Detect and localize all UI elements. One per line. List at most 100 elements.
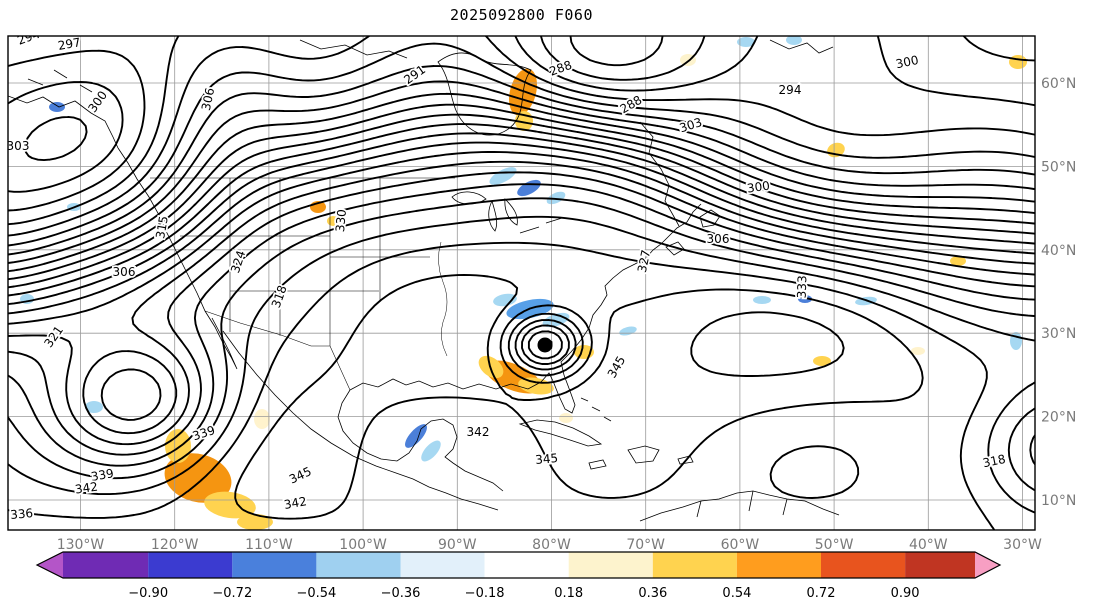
colorbar-tick-label: −0.18	[465, 586, 505, 601]
contour-label: 339	[191, 423, 217, 443]
contour-label: 300	[895, 53, 920, 71]
contour-label: 330	[333, 209, 349, 233]
colorbar-segment	[568, 552, 653, 578]
anomaly-patch	[421, 440, 441, 462]
anomaly-patch	[786, 36, 802, 45]
contour-level-327	[8, 160, 1035, 446]
lon-tick-label: 120°W	[151, 537, 199, 553]
colorbar-segment	[905, 552, 975, 578]
anomaly-patch	[405, 424, 427, 448]
lat-tick-label: 60°N	[1041, 76, 1076, 92]
colorbar-segment	[316, 552, 401, 578]
contour-label: 303	[678, 115, 704, 135]
contour-label: 333	[795, 275, 810, 298]
contour-label: 306	[199, 87, 217, 112]
anomaly-patch	[813, 356, 831, 366]
anomaly-patch	[254, 409, 270, 429]
lon-tick-label: 30°W	[1003, 537, 1042, 553]
colorbar-tick-label: −0.72	[212, 586, 252, 601]
contour-level-282	[24, 115, 88, 162]
coastline	[518, 397, 694, 470]
contour-label: 345	[535, 451, 559, 467]
colorbar-segment	[821, 552, 906, 578]
anomaly-patch	[85, 401, 103, 413]
anomaly-patch	[204, 491, 256, 519]
colorbar-tick-label: 0.54	[722, 586, 751, 601]
colorbar-tick-label: 0.18	[554, 586, 583, 601]
lat-tick-label: 30°N	[1041, 326, 1076, 342]
graticule	[8, 36, 1035, 530]
lat-tick-label: 20°N	[1041, 410, 1076, 426]
contour-level-294	[8, 36, 1035, 237]
lon-tick-label: 110°W	[245, 537, 293, 553]
contour-level-297	[8, 42, 1035, 247]
anomaly-patch	[911, 347, 925, 355]
contour-level-303	[8, 80, 1035, 264]
anomaly-patch	[237, 514, 273, 530]
contour-label: 342	[283, 494, 308, 512]
colorbar-extend-left	[37, 552, 63, 578]
colorbar-tick-label: 0.90	[891, 586, 920, 601]
contour-label: 297	[57, 35, 82, 53]
colorbar: −0.90 −0.72 −0.54 −0.36 −0.18 0.18 0.36 0.54 0.7…	[35, 551, 1002, 601]
colorbar-segment	[736, 552, 821, 578]
state-borders	[150, 177, 455, 391]
height-contours	[8, 36, 1035, 530]
colorbar-segment	[484, 552, 569, 578]
contour-label: 306	[113, 265, 136, 279]
contour-label: 321	[41, 323, 66, 350]
contour-level-333	[8, 183, 1035, 467]
anomaly-patch	[619, 326, 637, 336]
coastline	[222, 330, 499, 511]
colorbar-segment	[652, 552, 737, 578]
anomaly-patch	[559, 413, 573, 423]
contour-label: 318	[269, 283, 290, 309]
contour-level-288	[8, 36, 1035, 212]
contour-label: 294	[779, 83, 802, 97]
lon-tick-label: 90°W	[438, 537, 477, 553]
coastline	[699, 209, 721, 228]
anomaly-patch	[753, 296, 771, 304]
contour-label: 324	[228, 249, 248, 275]
contour-label: 288	[618, 93, 645, 117]
anomaly-patch	[827, 142, 845, 158]
contour-level-309	[8, 103, 1035, 281]
coastline	[337, 389, 504, 492]
contour-label: 345	[605, 354, 629, 381]
colorbar-segment	[63, 552, 149, 578]
colorbar-segment	[148, 552, 233, 578]
lat-tick-label: 50°N	[1041, 159, 1076, 175]
contour-label: 306	[707, 232, 730, 246]
contour-label: 315	[153, 215, 171, 240]
lon-tick-label: 40°W	[909, 537, 948, 553]
contour-label: 336	[10, 506, 34, 522]
contour-label: 342	[467, 425, 490, 439]
anomaly-patch	[164, 453, 232, 503]
contour-level-285	[8, 36, 664, 193]
anomaly-patch	[737, 37, 755, 47]
contour-level-318	[8, 132, 1035, 306]
anomaly-patch	[1009, 55, 1027, 69]
contour-level-345	[234, 274, 924, 520]
contour-level-321	[8, 141, 1035, 421]
lon-tick-label: 80°W	[532, 537, 571, 553]
colorbar-segment	[232, 552, 317, 578]
lon-tick-label: 50°W	[815, 537, 854, 553]
anomaly-patch	[950, 256, 966, 266]
colorbar-tick-label: −0.90	[128, 586, 168, 601]
contour-level-315	[8, 123, 1035, 297]
lon-tick-label: 100°W	[339, 537, 387, 553]
colorbar-outline	[35, 551, 1002, 579]
contour-label: 303	[7, 139, 30, 153]
lat-tick-label: 40°N	[1041, 243, 1076, 259]
lon-tick-label: 130°W	[57, 537, 105, 553]
contour-level-324	[8, 151, 1035, 435]
contour-level-336	[8, 197, 1035, 492]
coastline	[8, 69, 119, 149]
lon-tick-label: 70°W	[626, 537, 665, 553]
colorbar-tick-label: 0.36	[638, 586, 667, 601]
river-line	[438, 241, 448, 357]
contour-level-348	[690, 311, 845, 377]
